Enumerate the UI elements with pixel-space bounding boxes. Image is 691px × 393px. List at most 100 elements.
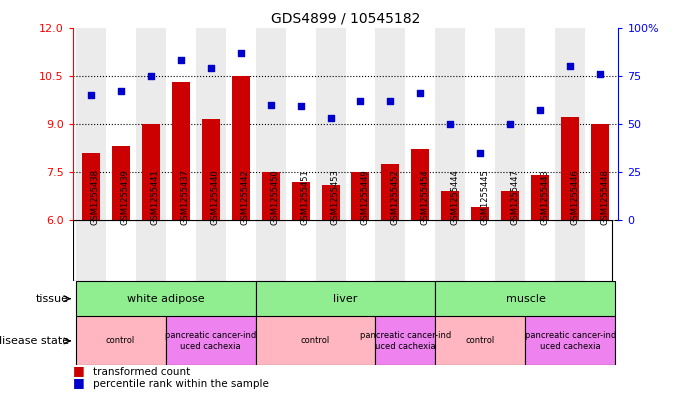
Bar — [435, 28, 466, 220]
Text: control: control — [466, 336, 495, 345]
Bar — [435, 220, 466, 281]
Point — [385, 97, 396, 104]
Bar — [292, 182, 310, 220]
FancyBboxPatch shape — [525, 316, 616, 365]
Bar — [256, 28, 285, 220]
Point — [505, 121, 516, 127]
Point — [595, 71, 606, 77]
Bar — [316, 28, 346, 220]
Bar — [406, 28, 435, 220]
Bar — [316, 220, 346, 281]
Text: GSM1255452: GSM1255452 — [390, 169, 399, 225]
Bar — [166, 28, 196, 220]
Text: GSM1255453: GSM1255453 — [330, 169, 339, 225]
Point — [355, 97, 366, 104]
Bar — [471, 207, 489, 220]
Text: GSM1255451: GSM1255451 — [301, 169, 310, 225]
Bar — [442, 191, 460, 220]
Bar — [106, 28, 135, 220]
Text: GSM1255449: GSM1255449 — [361, 169, 370, 225]
Bar — [225, 28, 256, 220]
Bar — [406, 220, 435, 281]
Text: GSM1255441: GSM1255441 — [151, 169, 160, 225]
Text: GSM1255454: GSM1255454 — [421, 169, 430, 225]
Text: ■: ■ — [73, 364, 84, 377]
Point — [175, 57, 186, 63]
Point — [325, 115, 336, 121]
Bar — [196, 220, 225, 281]
Bar — [531, 175, 549, 220]
Bar — [231, 75, 249, 220]
Bar — [562, 118, 580, 220]
Text: white adipose: white adipose — [126, 294, 205, 304]
Bar — [525, 220, 556, 281]
Bar — [375, 28, 406, 220]
Point — [145, 72, 156, 79]
Point — [415, 90, 426, 96]
FancyBboxPatch shape — [75, 316, 166, 365]
Bar — [352, 172, 370, 220]
Bar — [75, 220, 106, 281]
Point — [565, 63, 576, 69]
Point — [235, 50, 246, 56]
Bar — [321, 185, 339, 220]
FancyBboxPatch shape — [256, 281, 435, 316]
Bar — [411, 149, 430, 220]
Point — [205, 65, 216, 71]
Text: pancreatic cancer-ind
uced cachexia: pancreatic cancer-ind uced cachexia — [360, 331, 451, 351]
Text: GSM1255448: GSM1255448 — [600, 169, 609, 225]
FancyBboxPatch shape — [375, 316, 435, 365]
Point — [265, 101, 276, 108]
Point — [115, 88, 126, 94]
Bar — [375, 220, 406, 281]
Bar — [495, 220, 525, 281]
Bar — [166, 220, 196, 281]
Bar — [82, 152, 100, 220]
Bar — [556, 220, 585, 281]
Bar — [585, 28, 616, 220]
Text: GSM1255442: GSM1255442 — [240, 169, 249, 225]
Bar — [556, 28, 585, 220]
Bar — [591, 124, 609, 220]
Text: control: control — [106, 336, 135, 345]
Text: liver: liver — [333, 294, 358, 304]
Bar — [381, 164, 399, 220]
Text: ■: ■ — [73, 376, 84, 389]
Text: GSM1255443: GSM1255443 — [540, 169, 549, 225]
Bar — [106, 220, 135, 281]
FancyBboxPatch shape — [435, 316, 525, 365]
Bar — [196, 28, 225, 220]
Text: GSM1255439: GSM1255439 — [120, 169, 129, 225]
Bar — [111, 146, 129, 220]
Bar — [256, 220, 285, 281]
Bar — [135, 220, 166, 281]
Bar — [495, 28, 525, 220]
Bar — [171, 82, 189, 220]
Bar — [75, 28, 106, 220]
Bar — [466, 220, 495, 281]
Text: GSM1255450: GSM1255450 — [270, 169, 280, 225]
Bar — [285, 220, 316, 281]
Bar — [261, 172, 280, 220]
Text: GSM1255444: GSM1255444 — [451, 169, 460, 225]
Point — [85, 92, 96, 98]
Bar — [346, 220, 375, 281]
Bar — [285, 28, 316, 220]
Text: GSM1255437: GSM1255437 — [180, 169, 189, 225]
Bar — [346, 28, 375, 220]
Point — [535, 107, 546, 114]
Point — [475, 149, 486, 156]
Text: pancreatic cancer-ind
uced cachexia: pancreatic cancer-ind uced cachexia — [525, 331, 616, 351]
Bar — [502, 191, 520, 220]
Point — [295, 103, 306, 110]
Text: control: control — [301, 336, 330, 345]
Text: muscle: muscle — [506, 294, 545, 304]
Bar — [202, 119, 220, 220]
FancyBboxPatch shape — [75, 281, 256, 316]
Text: disease state: disease state — [0, 336, 69, 346]
Bar — [466, 28, 495, 220]
Text: tissue: tissue — [36, 294, 69, 304]
Bar — [225, 220, 256, 281]
Text: pancreatic cancer-ind
uced cachexia: pancreatic cancer-ind uced cachexia — [165, 331, 256, 351]
Text: percentile rank within the sample: percentile rank within the sample — [93, 379, 269, 389]
